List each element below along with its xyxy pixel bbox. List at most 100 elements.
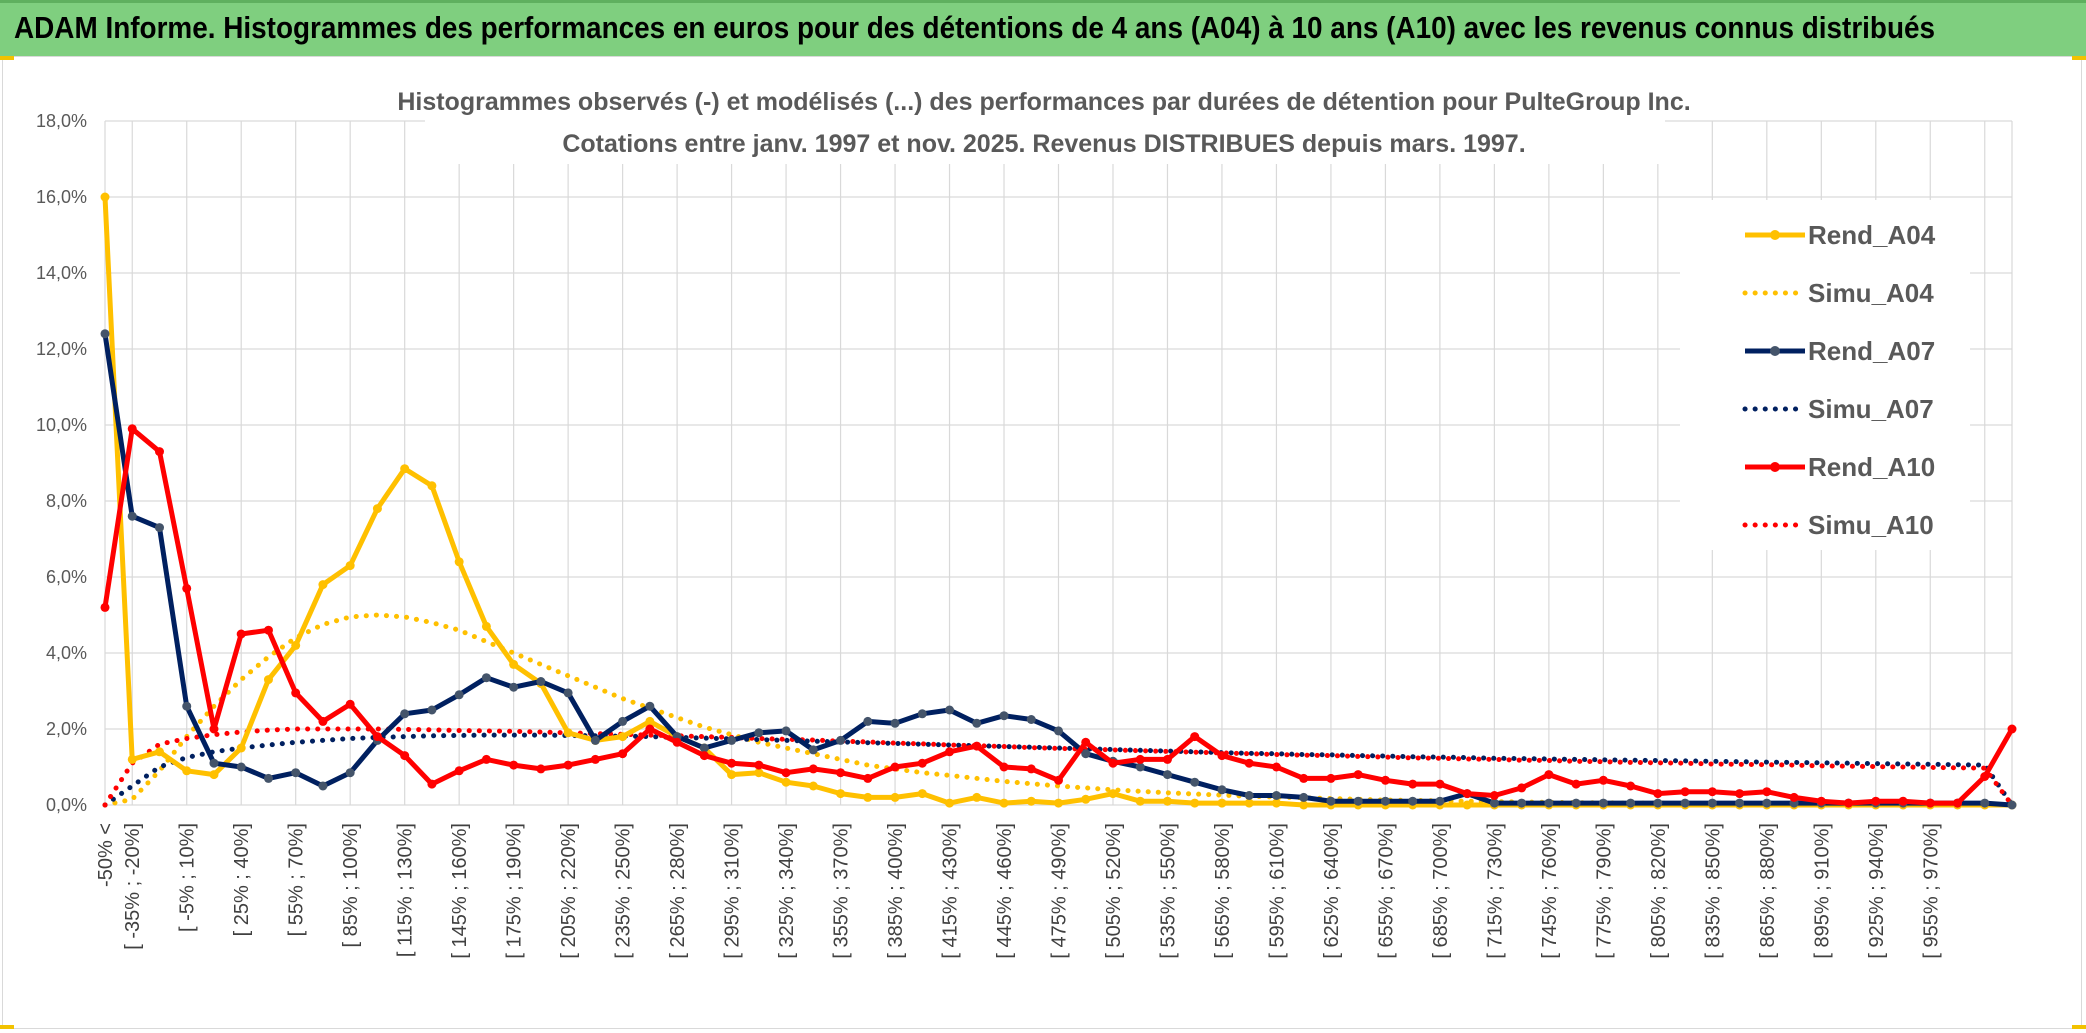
data-point <box>209 758 219 768</box>
x-tick-label: [ 895% ; 910%] <box>1811 823 1833 959</box>
data-point <box>1081 749 1091 759</box>
data-point <box>100 602 110 612</box>
data-point <box>1162 796 1172 806</box>
x-tick-label: [ 475% ; 490%] <box>1049 823 1071 959</box>
x-tick-label: [ 685% ; 700%] <box>1430 823 1452 959</box>
series-line <box>102 732 2015 808</box>
data-point <box>318 716 328 726</box>
data-point <box>1026 764 1036 774</box>
data-point <box>863 773 873 783</box>
x-tick-label: [ -35% ; -20%] <box>122 823 144 950</box>
x-tick-label: [ 355% ; 370%] <box>831 823 853 959</box>
legend-marker <box>1770 346 1780 356</box>
data-point <box>754 768 764 778</box>
data-point <box>890 762 900 772</box>
x-tick-label: [ 595% ; 610%] <box>1266 823 1288 959</box>
data-point <box>1898 796 1908 806</box>
data-point <box>945 705 955 715</box>
data-point <box>1762 798 1772 808</box>
data-point <box>100 192 110 202</box>
data-point <box>699 743 709 753</box>
legend-item-Rend_A07: Rend_A07 <box>1745 336 1935 366</box>
data-point <box>972 792 982 802</box>
data-point <box>1789 792 1799 802</box>
data-point <box>945 798 955 808</box>
data-point <box>1271 791 1281 800</box>
data-point <box>1435 779 1445 789</box>
data-point <box>1462 800 1472 810</box>
data-point <box>1925 798 1935 808</box>
data-point <box>1244 758 1254 768</box>
data-point <box>1353 770 1363 780</box>
data-point <box>754 760 764 770</box>
x-tick-label: [ 175% ; 190%] <box>504 823 526 959</box>
data-point <box>345 768 355 778</box>
data-point <box>236 629 246 639</box>
data-point <box>1244 798 1254 808</box>
legend-marker <box>1770 230 1780 240</box>
x-tick-label: [ 505% ; 520%] <box>1103 823 1125 959</box>
data-point <box>1626 798 1636 808</box>
data-point <box>1190 798 1200 808</box>
legend-label: Rend_A04 <box>1808 220 1936 250</box>
data-point <box>236 743 246 753</box>
data-point <box>590 754 600 764</box>
report-title: ADAM Informe. Histogrammes des performan… <box>14 10 1936 45</box>
data-point <box>808 745 818 755</box>
x-tick-label: [ 115% ; 130%] <box>395 823 417 957</box>
data-point <box>1026 796 1036 806</box>
data-point <box>481 621 491 631</box>
x-tick-label: [ 805% ; 820%] <box>1648 823 1670 959</box>
x-tick-label: [ 265% ; 280%] <box>667 823 689 959</box>
y-tick-label: 16,0% <box>36 187 87 207</box>
data-point <box>1571 779 1581 789</box>
data-point <box>1680 798 1690 808</box>
data-point <box>182 701 192 711</box>
title-box <box>425 82 1665 164</box>
data-point <box>699 751 709 761</box>
y-tick-label: 8,0% <box>46 491 87 511</box>
chart-subtitle: Cotations entre janv. 1997 et nov. 2025.… <box>562 130 1525 158</box>
data-point <box>1190 777 1200 787</box>
data-point <box>1408 779 1418 789</box>
data-point <box>917 709 927 719</box>
data-point <box>917 789 927 799</box>
data-point <box>1816 796 1826 806</box>
data-point <box>999 798 1009 808</box>
data-point <box>1326 773 1336 783</box>
x-tick-label: [ 745% ; 760%] <box>1539 823 1561 959</box>
data-point <box>318 580 328 590</box>
data-point <box>1299 792 1309 802</box>
data-point <box>2007 800 2017 810</box>
data-point <box>836 789 846 799</box>
data-point <box>1598 798 1608 808</box>
data-point <box>863 716 873 726</box>
y-tick-label: 18,0% <box>36 111 87 131</box>
data-point <box>1707 798 1717 808</box>
data-point <box>1299 773 1309 783</box>
data-point <box>1653 789 1663 799</box>
data-point <box>1380 796 1390 806</box>
data-point <box>1162 754 1172 764</box>
data-point <box>1517 783 1527 793</box>
data-point <box>1326 796 1336 806</box>
data-point <box>2007 724 2017 734</box>
data-point <box>1299 800 1309 810</box>
data-point <box>999 762 1009 772</box>
data-point <box>1707 787 1717 797</box>
legend-item-Rend_A10: Rend_A10 <box>1745 452 1935 482</box>
series-Simu_A07 <box>102 732 2015 808</box>
data-point <box>509 659 519 669</box>
legend-label: Simu_A04 <box>1808 278 1934 308</box>
data-point <box>1953 798 1963 808</box>
x-tick-label: [ 625% ; 640%] <box>1321 823 1343 959</box>
data-point <box>1244 791 1254 800</box>
legend-item-Rend_A04: Rend_A04 <box>1745 220 1936 250</box>
data-point <box>509 682 519 692</box>
legend-label: Rend_A07 <box>1808 336 1935 366</box>
data-point <box>727 770 737 780</box>
data-point <box>1680 787 1690 797</box>
data-point <box>1735 789 1745 799</box>
legend-label: Simu_A07 <box>1808 394 1934 424</box>
